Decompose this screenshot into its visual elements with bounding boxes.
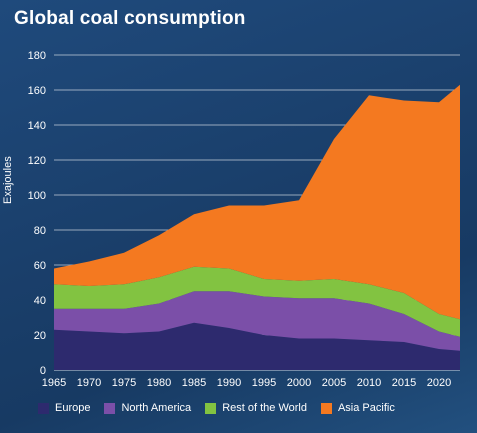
area-asia-pacific — [54, 84, 460, 320]
y-tick-40: 40 — [34, 295, 46, 307]
legend-swatch — [205, 402, 217, 414]
legend-swatch — [320, 402, 332, 414]
legend: Europe North America Rest of the World Asia… — [38, 402, 395, 414]
legend-item-europe: Europe — [38, 402, 90, 414]
x-tick-1995: 1995 — [252, 377, 276, 389]
y-tick-80: 80 — [34, 225, 46, 237]
x-tick-1980: 1980 — [147, 377, 171, 389]
stacked-areas — [54, 84, 460, 370]
coal-consumption-chart: 0 20 40 60 80 100 120 140 160 180 1965 1970 1975 198… — [28, 50, 460, 389]
x-tick-1990: 1990 — [217, 377, 241, 389]
legend-swatch — [104, 402, 116, 414]
x-tick-1985: 1985 — [182, 377, 206, 389]
y-tick-20: 20 — [34, 330, 46, 342]
x-tick-2000: 2000 — [287, 377, 311, 389]
y-tick-100: 100 — [28, 190, 46, 202]
legend-item-north-america: North America — [104, 402, 191, 414]
y-tick-120: 120 — [28, 155, 46, 167]
legend-label: Europe — [55, 402, 91, 414]
y-tick-60: 60 — [34, 260, 46, 272]
area-europe — [54, 322, 460, 370]
y-tick-160: 160 — [28, 85, 46, 97]
x-tick-1970: 1970 — [77, 377, 101, 389]
y-tick-140: 140 — [28, 120, 46, 132]
x-tick-labels: 1965 1970 1975 1980 1985 1990 1995 2000 2005 2010… — [42, 377, 451, 389]
legend-swatch — [38, 402, 49, 414]
legend-label: Asia Pacific — [337, 402, 395, 414]
x-tick-2015: 2015 — [392, 377, 416, 389]
y-tick-180: 180 — [28, 50, 46, 62]
x-tick-1965: 1965 — [42, 377, 66, 389]
y-tick-0: 0 — [40, 365, 46, 377]
x-tick-2005: 2005 — [322, 377, 346, 389]
area-north-america — [54, 291, 460, 351]
area-rest-of-the-world — [54, 266, 460, 337]
legend-label: North America — [121, 402, 192, 414]
chart-title: Global coal consumption — [14, 8, 246, 29]
x-tick-1975: 1975 — [112, 377, 136, 389]
x-tick-2020: 2020 — [427, 377, 451, 389]
legend-item-asia-pacific: Asia Pacific — [320, 402, 395, 414]
y-tick-labels: 0 20 40 60 80 100 120 140 160 180 — [28, 50, 46, 377]
legend-label: Rest of the World — [222, 402, 307, 414]
x-tick-2010: 2010 — [357, 377, 381, 389]
legend-item-rest-of-the-world: Rest of the World — [205, 402, 307, 414]
